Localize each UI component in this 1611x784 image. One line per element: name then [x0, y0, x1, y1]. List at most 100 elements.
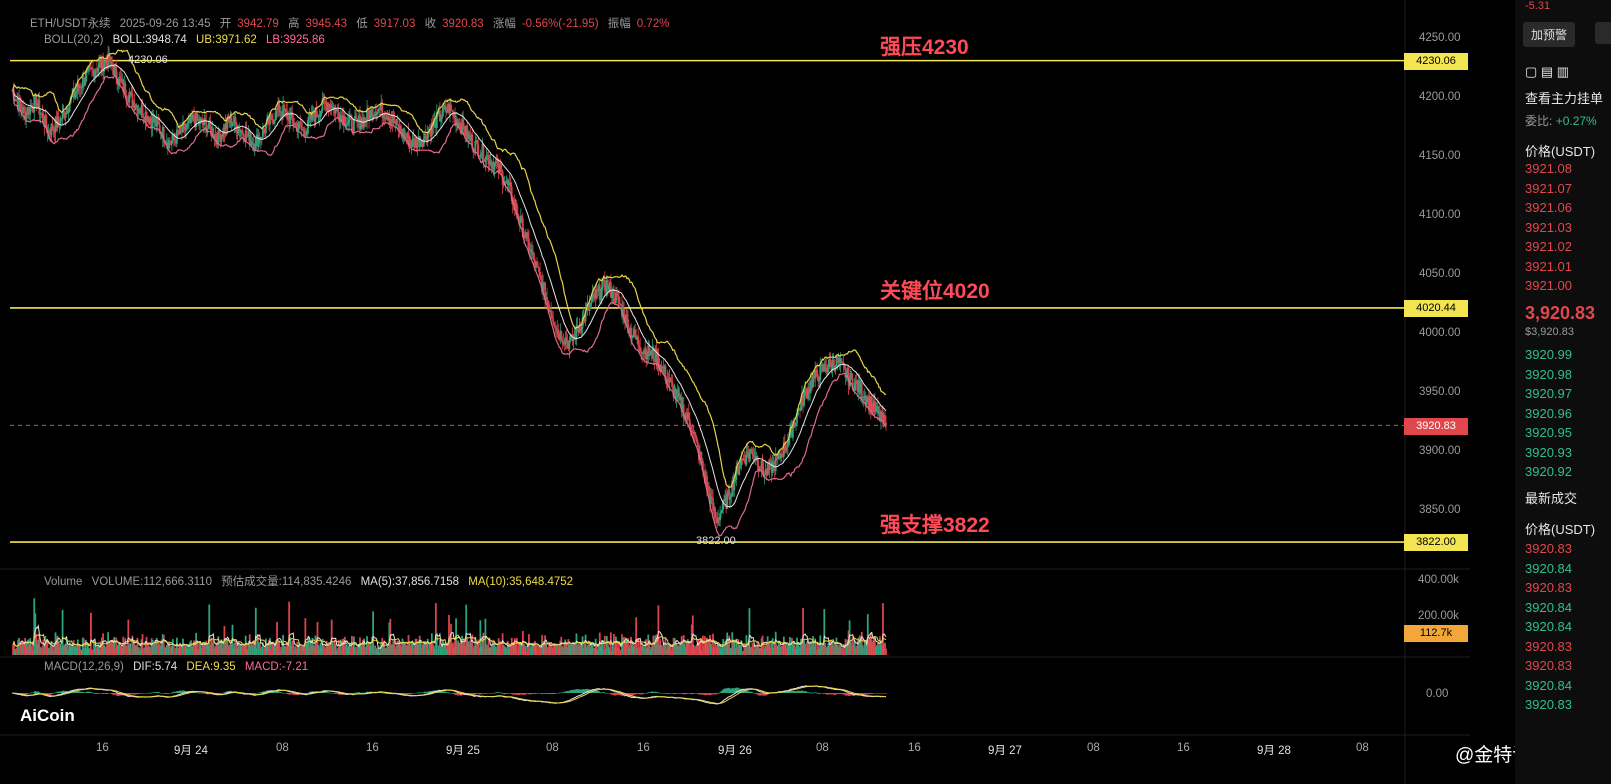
volume-bar: [274, 647, 276, 655]
macd-bar: [837, 693, 840, 694]
volume-bar: [161, 634, 164, 655]
volume-bar: [491, 641, 494, 655]
volume-bar: [443, 646, 445, 655]
high-value: 3945.43: [305, 18, 348, 30]
volume-bar: [317, 645, 320, 655]
volume-bar: [353, 636, 355, 655]
macd-bar: [164, 693, 167, 694]
macd-bar: [813, 692, 816, 694]
candle-body: [405, 137, 408, 139]
macd-bar: [845, 693, 848, 696]
volume-bar: [20, 641, 23, 655]
macd-bar: [880, 693, 882, 694]
macd-bar: [830, 693, 833, 695]
volume-bar: [798, 646, 800, 655]
macd-bar: [557, 693, 560, 694]
macd-bar: [687, 693, 690, 694]
macd-bar: [629, 693, 631, 696]
volume-bar: [25, 642, 28, 655]
candle-body: [239, 131, 242, 133]
volume-bar: [259, 648, 262, 655]
macd-bar: [643, 693, 646, 694]
volume-bar: [872, 637, 875, 655]
volume-bar: [122, 636, 125, 655]
candle-body: [389, 118, 392, 124]
trades-title[interactable]: 最新成交: [1525, 491, 1578, 506]
macd-bar: [635, 693, 638, 695]
volume-bar: [31, 642, 34, 655]
candle-body: [244, 130, 247, 141]
candle-body: [189, 117, 191, 123]
macd-bar: [27, 693, 30, 694]
volume-bar: [535, 645, 537, 655]
volume-bar: [850, 644, 853, 655]
macd-bar: [870, 693, 873, 694]
volume-bar: [454, 638, 456, 655]
macd-bar: [602, 692, 605, 693]
candle-body: [602, 279, 605, 281]
macd-bar: [600, 692, 603, 694]
macd-bar: [82, 692, 85, 693]
volume-bar: [653, 643, 656, 655]
volume-bar: [39, 647, 42, 655]
volume-bar: [796, 637, 798, 655]
volume-bar: [405, 645, 408, 655]
candle-body: [146, 117, 149, 122]
candle-body: [368, 114, 370, 121]
macd-bar: [597, 691, 600, 693]
macd-bar: [285, 693, 288, 694]
panel-tab-icons[interactable]: ▢ ▤ ▥: [1525, 64, 1570, 79]
volume-ma10: MA(10):35,648.4752: [468, 576, 574, 588]
candle-body: [233, 117, 236, 125]
depth-title[interactable]: 查看主力挂单: [1525, 91, 1604, 106]
macd-bar: [823, 693, 826, 694]
volume-bar: [431, 643, 434, 655]
macd-bar: [486, 692, 489, 694]
volume-bar: [824, 643, 827, 655]
volume-bar: [785, 648, 788, 655]
candle-body: [212, 128, 215, 138]
volume-bar: [348, 644, 351, 655]
macd-bar: [113, 693, 116, 695]
candle-body: [496, 159, 499, 163]
volume-bar: [616, 643, 618, 655]
candle-body: [678, 393, 681, 400]
volume-bar: [326, 644, 329, 655]
candle-body: [534, 260, 536, 268]
volume-bar: [129, 643, 132, 655]
more-button[interactable]: [1595, 22, 1611, 44]
macd-bar: [338, 693, 341, 695]
macd-bar: [447, 692, 449, 693]
macd-bar: [77, 691, 80, 693]
macd-bar: [325, 692, 328, 693]
resistance-annotation: 强压4230: [880, 36, 969, 59]
add-alert-button[interactable]: 加预警: [1523, 22, 1576, 47]
candle-body: [507, 184, 510, 186]
volume-bar: [662, 644, 665, 655]
macd-bar: [615, 693, 617, 696]
candle-body: [494, 161, 497, 163]
volume-bar: [279, 649, 281, 655]
volume-bar: [844, 638, 847, 655]
macd-bar: [648, 692, 651, 693]
candle-body: [280, 111, 282, 113]
volume-bar: [44, 635, 47, 655]
candle-body: [178, 132, 180, 135]
macd-bar: [272, 691, 274, 693]
candle-body: [541, 280, 543, 293]
volume-bar: [354, 647, 356, 655]
candle-body: [463, 126, 466, 135]
macd-bar: [719, 692, 722, 693]
volume-bar: [133, 641, 136, 655]
candle-body: [426, 133, 429, 143]
candle-body: [491, 162, 494, 168]
macd-bar: [358, 692, 360, 693]
candle-body: [796, 414, 798, 424]
candle-body: [670, 380, 673, 383]
candle-body: [751, 450, 754, 455]
volume-bar: [651, 644, 654, 655]
volume-bar: [236, 648, 239, 655]
macd-bar: [677, 693, 680, 694]
candle-body: [745, 451, 748, 465]
